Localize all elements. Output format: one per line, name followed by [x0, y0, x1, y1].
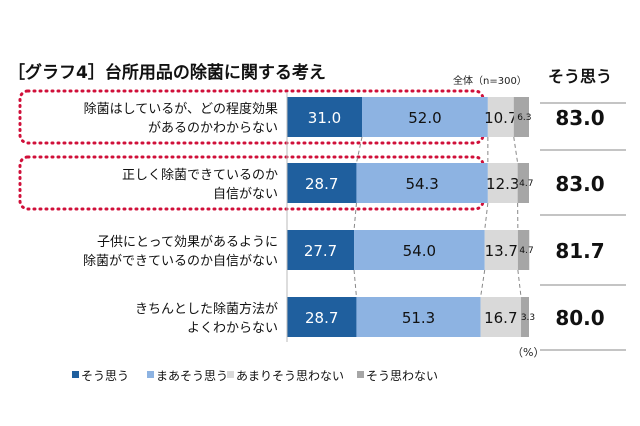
- bar-segment: [484, 230, 518, 270]
- data-label: 28.7: [305, 175, 338, 193]
- data-label: 10.7: [484, 109, 517, 127]
- connector-line: [484, 202, 489, 231]
- bar-segment: [287, 97, 363, 137]
- unit-label: （%）: [512, 346, 544, 359]
- data-label: 13.7: [485, 242, 518, 260]
- bar-segment: [480, 297, 522, 337]
- highlight-box: [18, 89, 485, 145]
- connector-line: [513, 136, 519, 164]
- data-label: 4.7: [519, 179, 533, 189]
- connector-line: [355, 136, 363, 164]
- data-label: 12.3: [486, 175, 519, 193]
- connector-line: [353, 269, 357, 298]
- summary-value: 80.0: [555, 306, 604, 330]
- bar-segment: [354, 230, 485, 270]
- data-label: 6.3: [517, 113, 531, 123]
- bar-segment: [517, 230, 530, 270]
- data-label: 3.3: [521, 313, 535, 323]
- bar-segment: [521, 297, 529, 337]
- connector-line: [353, 202, 357, 231]
- summary-value: 81.7: [555, 239, 604, 263]
- data-label: 16.7: [484, 309, 517, 327]
- bar-segment: [356, 163, 488, 203]
- chart-subtitle: 全体（n=300）: [453, 74, 527, 87]
- legend-swatch: [227, 371, 234, 378]
- category-label: 除菌はしているが、どの程度効果: [84, 101, 278, 117]
- data-label: 52.0: [408, 109, 441, 127]
- bar-segment: [356, 297, 481, 337]
- category-label: があるのかわからない: [148, 121, 278, 136]
- data-label: 51.3: [402, 309, 435, 327]
- legend-label: まあそう思う: [156, 369, 228, 383]
- data-label: 28.7: [305, 309, 338, 327]
- category-label: 除菌ができているのか自信がない: [83, 254, 278, 269]
- bar-segment: [487, 163, 518, 203]
- highlight-box: [18, 155, 485, 211]
- data-label: 31.0: [308, 109, 341, 127]
- bar-segment: [287, 297, 357, 337]
- summary-value: 83.0: [555, 172, 604, 196]
- data-label: 4.7: [519, 246, 533, 256]
- category-label: 正しく除菌できているのか: [122, 168, 278, 183]
- summary-value: 83.0: [555, 106, 604, 130]
- bar-segment: [517, 163, 529, 203]
- bar-segment: [287, 163, 357, 203]
- data-label: 54.3: [405, 175, 438, 193]
- legend-swatch: [147, 371, 154, 378]
- category-label: よくわからない: [187, 321, 278, 336]
- chart-title: ［グラフ4］台所用品の除菌に関する考え: [8, 62, 326, 83]
- bar-segment: [513, 97, 529, 137]
- summary-header: そう思う: [548, 67, 612, 86]
- legend-label: あまりそう思わない: [236, 369, 344, 383]
- connector-line: [517, 269, 522, 298]
- legend-swatch: [72, 371, 79, 378]
- bar-segment: [287, 230, 355, 270]
- bar-segment: [362, 97, 488, 137]
- connector-line: [480, 269, 486, 298]
- legend-label: そう思わない: [366, 369, 438, 383]
- bar-segment: [487, 97, 514, 137]
- data-label: 27.7: [304, 242, 337, 260]
- category-label: 自信がない: [213, 187, 278, 202]
- category-label: 子供にとって効果があるように: [97, 235, 278, 250]
- legend-swatch: [357, 371, 364, 378]
- data-label: 54.0: [403, 242, 436, 260]
- category-label: きちんとした除菌方法が: [135, 301, 278, 317]
- legend-label: そう思う: [81, 369, 129, 383]
